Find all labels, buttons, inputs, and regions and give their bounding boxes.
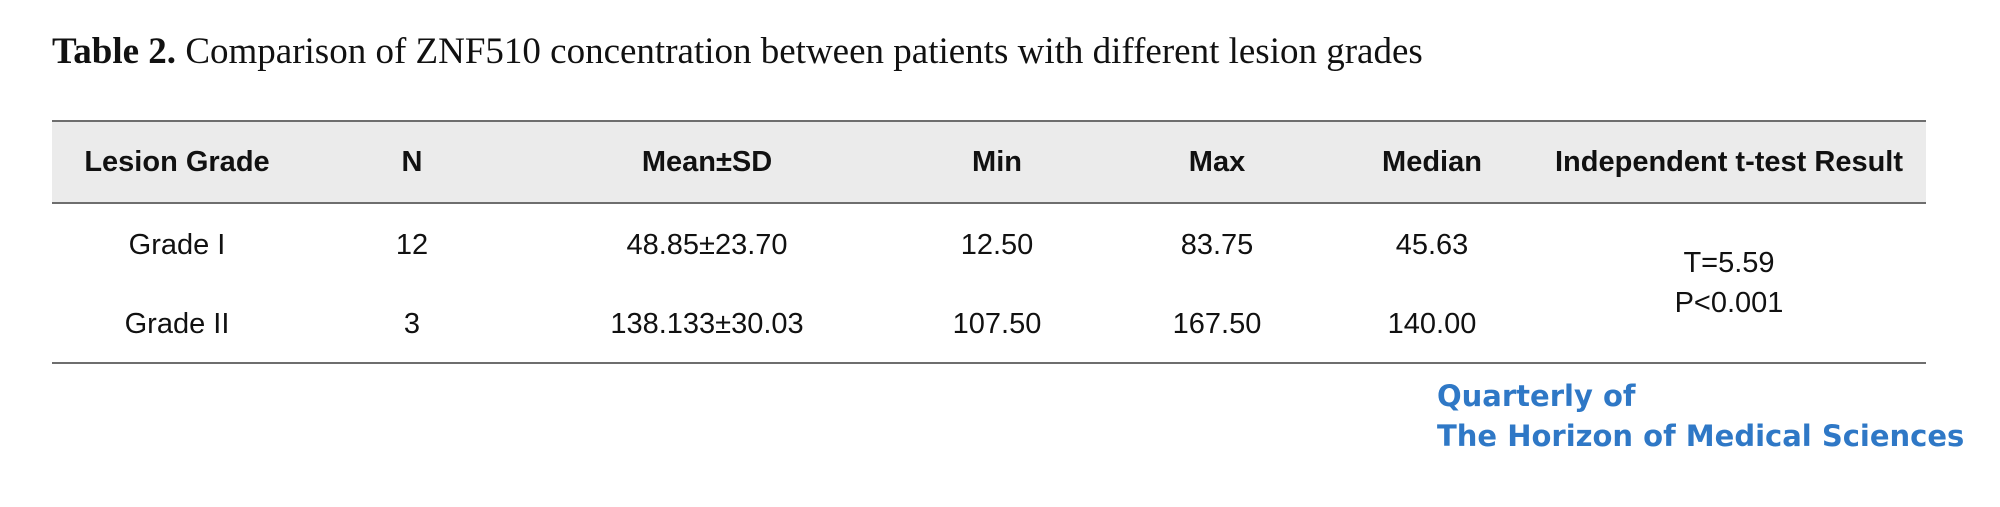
cell-min: 12.50 [960,228,1034,261]
column-header-ttest: Independent t-test Result [1532,120,1926,204]
cell-mean-sd: 138.133±30.03 [522,286,892,364]
caption-text: Comparison of ZNF510 concentration betwe… [185,31,1423,72]
cell-lesion-grade: Grade II [52,286,302,364]
column-header-mean-sd: Mean±SD [522,120,892,204]
table-caption: Table 2. Comparison of ZNF510 concentrat… [52,28,1423,76]
column-header-lesion-grade: Lesion Grade [52,120,302,204]
cell-median: 45.63 [1395,228,1469,261]
cell-max: 167.50 [1102,286,1332,364]
column-header-min: Min [892,120,1102,204]
column-header-max: Max [1102,120,1332,204]
table-row: Grade II 3 138.133±30.03 107.50 167.50 1… [52,286,1926,364]
cell-lesion-grade: Grade I [128,228,226,261]
journal-logo-line2: The Horizon of Medical Sciences [1437,419,1965,453]
column-header-median: Median [1332,120,1532,204]
table-row: Grade I 12 48.85±23.70 12.50 83.75 45.63… [52,203,1926,364]
cell-n: 12 [395,228,429,261]
table-header-row: Lesion Grade N Mean±SD Min Max Median In… [52,120,1926,204]
cell-mean-sd: 48.85±23.70 [626,228,788,261]
journal-logo-line1: Quarterly of [1437,379,1636,413]
ttest-p-value: P<0.001 [1674,287,1784,319]
cell-n: 3 [302,286,522,364]
cell-max: 83.75 [1180,228,1254,261]
journal-logo: Quarterly of The Horizon of Medical Scie… [1437,376,1964,456]
cell-median: 140.00 [1332,286,1532,364]
data-table-container: Lesion Grade N Mean±SD Min Max Median In… [52,120,1926,364]
data-table: Lesion Grade N Mean±SD Min Max Median In… [52,120,1926,364]
ttest-statistic: T=5.59 [1683,247,1775,279]
caption-label: Table 2. [52,31,177,72]
cell-min: 107.50 [892,286,1102,364]
cell-ttest-result: T=5.59 P<0.001 [1532,203,1926,364]
column-header-n: N [302,120,522,204]
